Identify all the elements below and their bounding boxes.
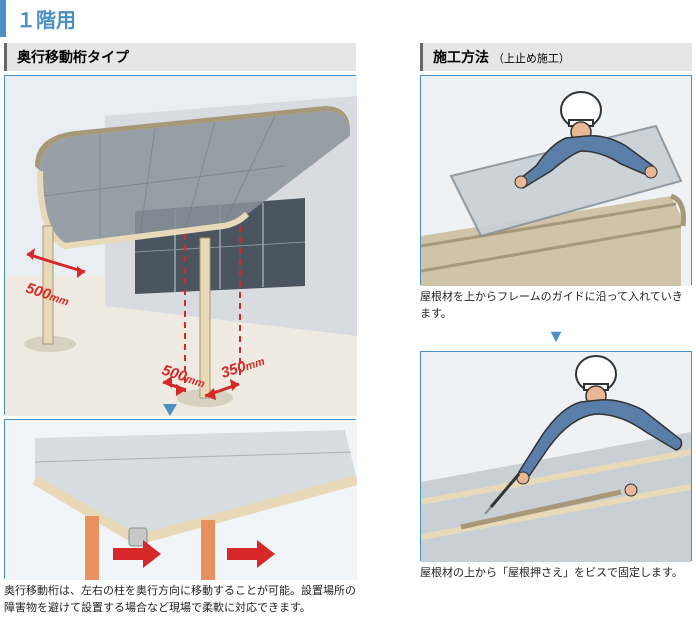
install-step1-diagram [420,75,692,285]
content-columns: 奥行移動桁タイプ [0,43,696,616]
carport-diagram: 500mm 500mm 350mm [4,75,356,415]
left-column: 奥行移動桁タイプ [4,43,356,616]
right-column: 施工方法 （上止め施工） [420,43,692,616]
down-arrow-icon: ▼ [420,326,692,347]
right-heading-sub: （上止め施工） [493,53,570,65]
install-step2-diagram [420,351,692,561]
left-caption: 奥行移動桁は、左右の柱を奥行方向に移動することが可能。設置場所の障害物を避けて設… [4,583,356,616]
right-heading-main: 施工方法 [433,49,489,65]
step1-caption: 屋根材を上からフレームのガイドに沿って入れていきます。 [420,289,692,322]
carport-detail-diagram [4,419,356,579]
page-title-bar: １階用 [0,0,696,37]
left-heading: 奥行移動桁タイプ [4,43,356,71]
right-heading: 施工方法 （上止め施工） [420,43,692,71]
page-title: １階用 [16,4,686,33]
step2-caption: 屋根材の上から「屋根押さえ」をビスで固定します。 [420,565,692,582]
